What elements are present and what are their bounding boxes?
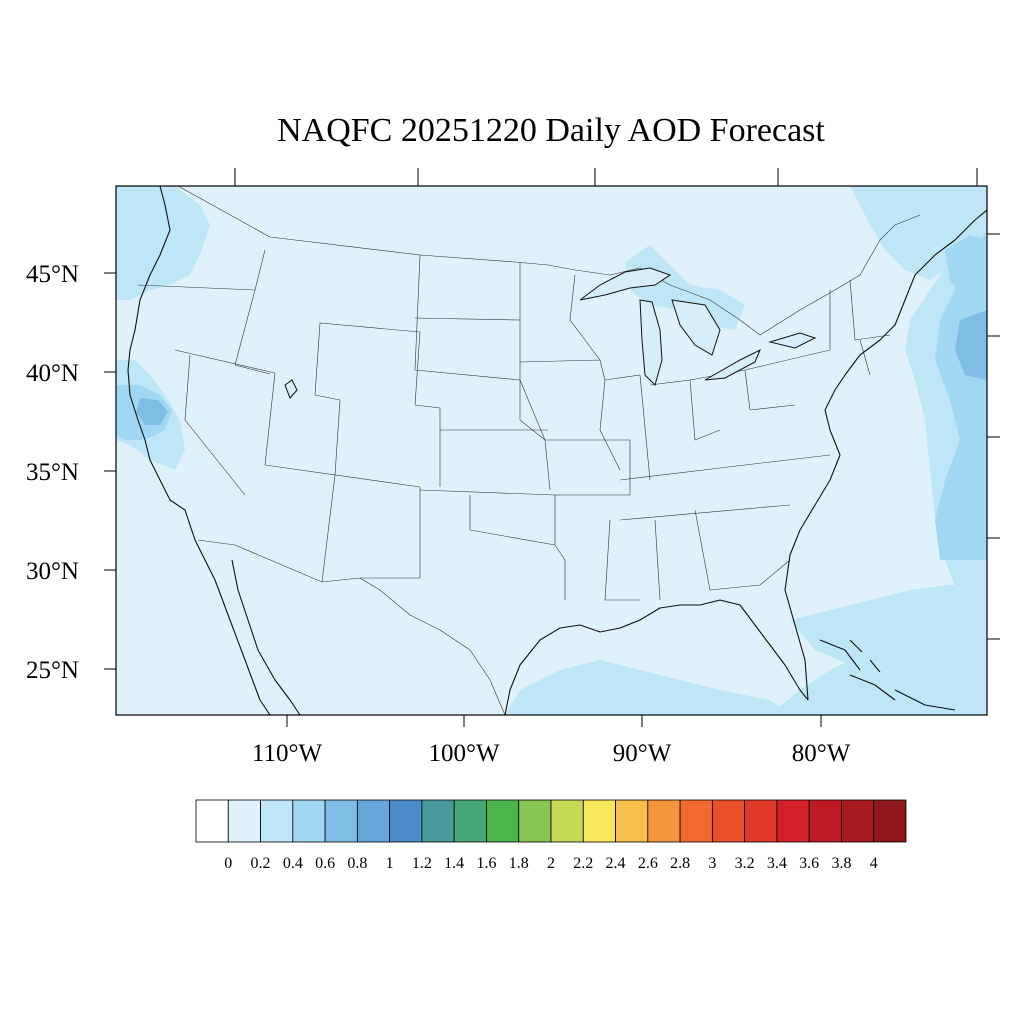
colorbar-swatch [873,799,907,843]
colorbar-swatch [582,799,616,843]
lat-label: 40°N [26,360,79,387]
lat-label: 25°N [26,657,79,684]
state-borders [137,186,921,715]
colorbar-swatch [389,799,423,843]
gulf-coast [504,599,809,715]
colorbar-label: 4 [870,855,878,872]
colorbar-label: 1 [386,855,394,872]
atlantic-coast [784,209,987,701]
state-lines-east [519,274,891,601]
colorbar-swatch [841,799,875,843]
colorbar-swatch [421,799,455,843]
us-canada-border [177,186,921,336]
aod-region-gulf-east [790,585,987,670]
map-frame [115,185,988,716]
colorbar-label: 0.6 [315,855,335,872]
colorbar-swatch [744,799,778,843]
lake-ontario [768,332,817,349]
aod-region-great-lakes [625,245,745,330]
colorbar-swatch [324,799,358,843]
coastlines [127,186,987,715]
colorbar-swatch [711,799,746,843]
lake-superior [579,267,672,301]
colorbar-label: 3.2 [735,855,755,872]
baja-gulf-coast [231,559,301,715]
colorbar-label: 2.4 [606,855,626,872]
us-mexico-border [197,539,506,715]
state-lines-central [414,254,566,600]
great-salt-lake [284,379,298,399]
colorbar-swatch [518,799,552,843]
colorbar-label: 2.6 [638,855,658,872]
colorbar-label: 0.4 [283,855,303,872]
colorbar-label: 1.4 [444,855,464,872]
lon-label: 100°W [428,740,499,767]
colorbar-label: 1.6 [476,855,496,872]
latitude-labels: 45°N 40°N 35°N 30°N 25°N [26,261,79,684]
colorbar-label: 3 [708,855,716,872]
colorbar-label: 1.2 [412,855,432,872]
lake-erie [704,348,761,381]
colorbar-swatch [615,799,649,843]
florida-keys [819,639,896,701]
colorbar-swatch [292,799,326,843]
colorbar-label: 2 [547,855,555,872]
colorbar-swatch [550,799,584,843]
colorbar-label: 3.6 [799,855,819,872]
longitude-labels: 110°W 100°W 90°W 80°W [252,740,851,767]
colorbar-label: 0.2 [251,855,271,872]
lake-michigan [639,299,663,386]
aod-region-maine-coast [945,235,987,300]
colorbar-label: 3.4 [767,855,787,872]
colorbar-label: 1.8 [509,855,529,872]
lat-label: 45°N [26,261,79,288]
pacific-coast [127,186,271,715]
aod-region-atlantic-high [955,310,987,380]
colorbar-swatch [808,799,842,843]
colorbar-swatch [260,799,294,843]
colorbar-label: 2.8 [670,855,690,872]
aod-shading [116,186,987,715]
colorbar-swatch [195,799,229,843]
colorbar-label: 0 [224,855,232,872]
lon-label: 80°W [792,740,851,767]
colorbar-label: 2.2 [573,855,593,872]
lon-label: 90°W [613,740,672,767]
lake-huron [671,299,721,356]
lat-label: 35°N [26,459,79,486]
colorbar-label: 0.8 [347,855,367,872]
map-title: NAQFC 20251220 Daily AOD Forecast [277,112,825,149]
colorbar-label: 3.8 [831,855,851,872]
colorbar-swatch [679,799,713,843]
aod-region-atlantic-mid [935,230,987,560]
colorbar-swatch [453,799,487,843]
colorbar-swatch [227,799,261,843]
map-panel [115,185,988,716]
aod-region-pacific-nw [116,186,210,300]
state-lines-west [137,249,441,583]
aod-region-atlantic [770,186,987,715]
colorbar-swatch [486,799,520,843]
aod-region-california-high [136,398,168,425]
bahamas [849,639,956,711]
colorbar-swatch [776,799,810,843]
colorbar-swatch [647,799,681,843]
lon-label: 110°W [252,740,323,767]
aod-region-gulf [505,660,790,715]
colorbar-swatch [356,799,391,843]
lat-label: 30°N [26,558,79,585]
colorbar: 0 0.2 0.4 0.6 0.8 1 1.2 1.4 1.6 1.8 2 2.2 2.4 2.6 2.8 3… [195,799,907,872]
axis-ticks [104,168,1000,727]
